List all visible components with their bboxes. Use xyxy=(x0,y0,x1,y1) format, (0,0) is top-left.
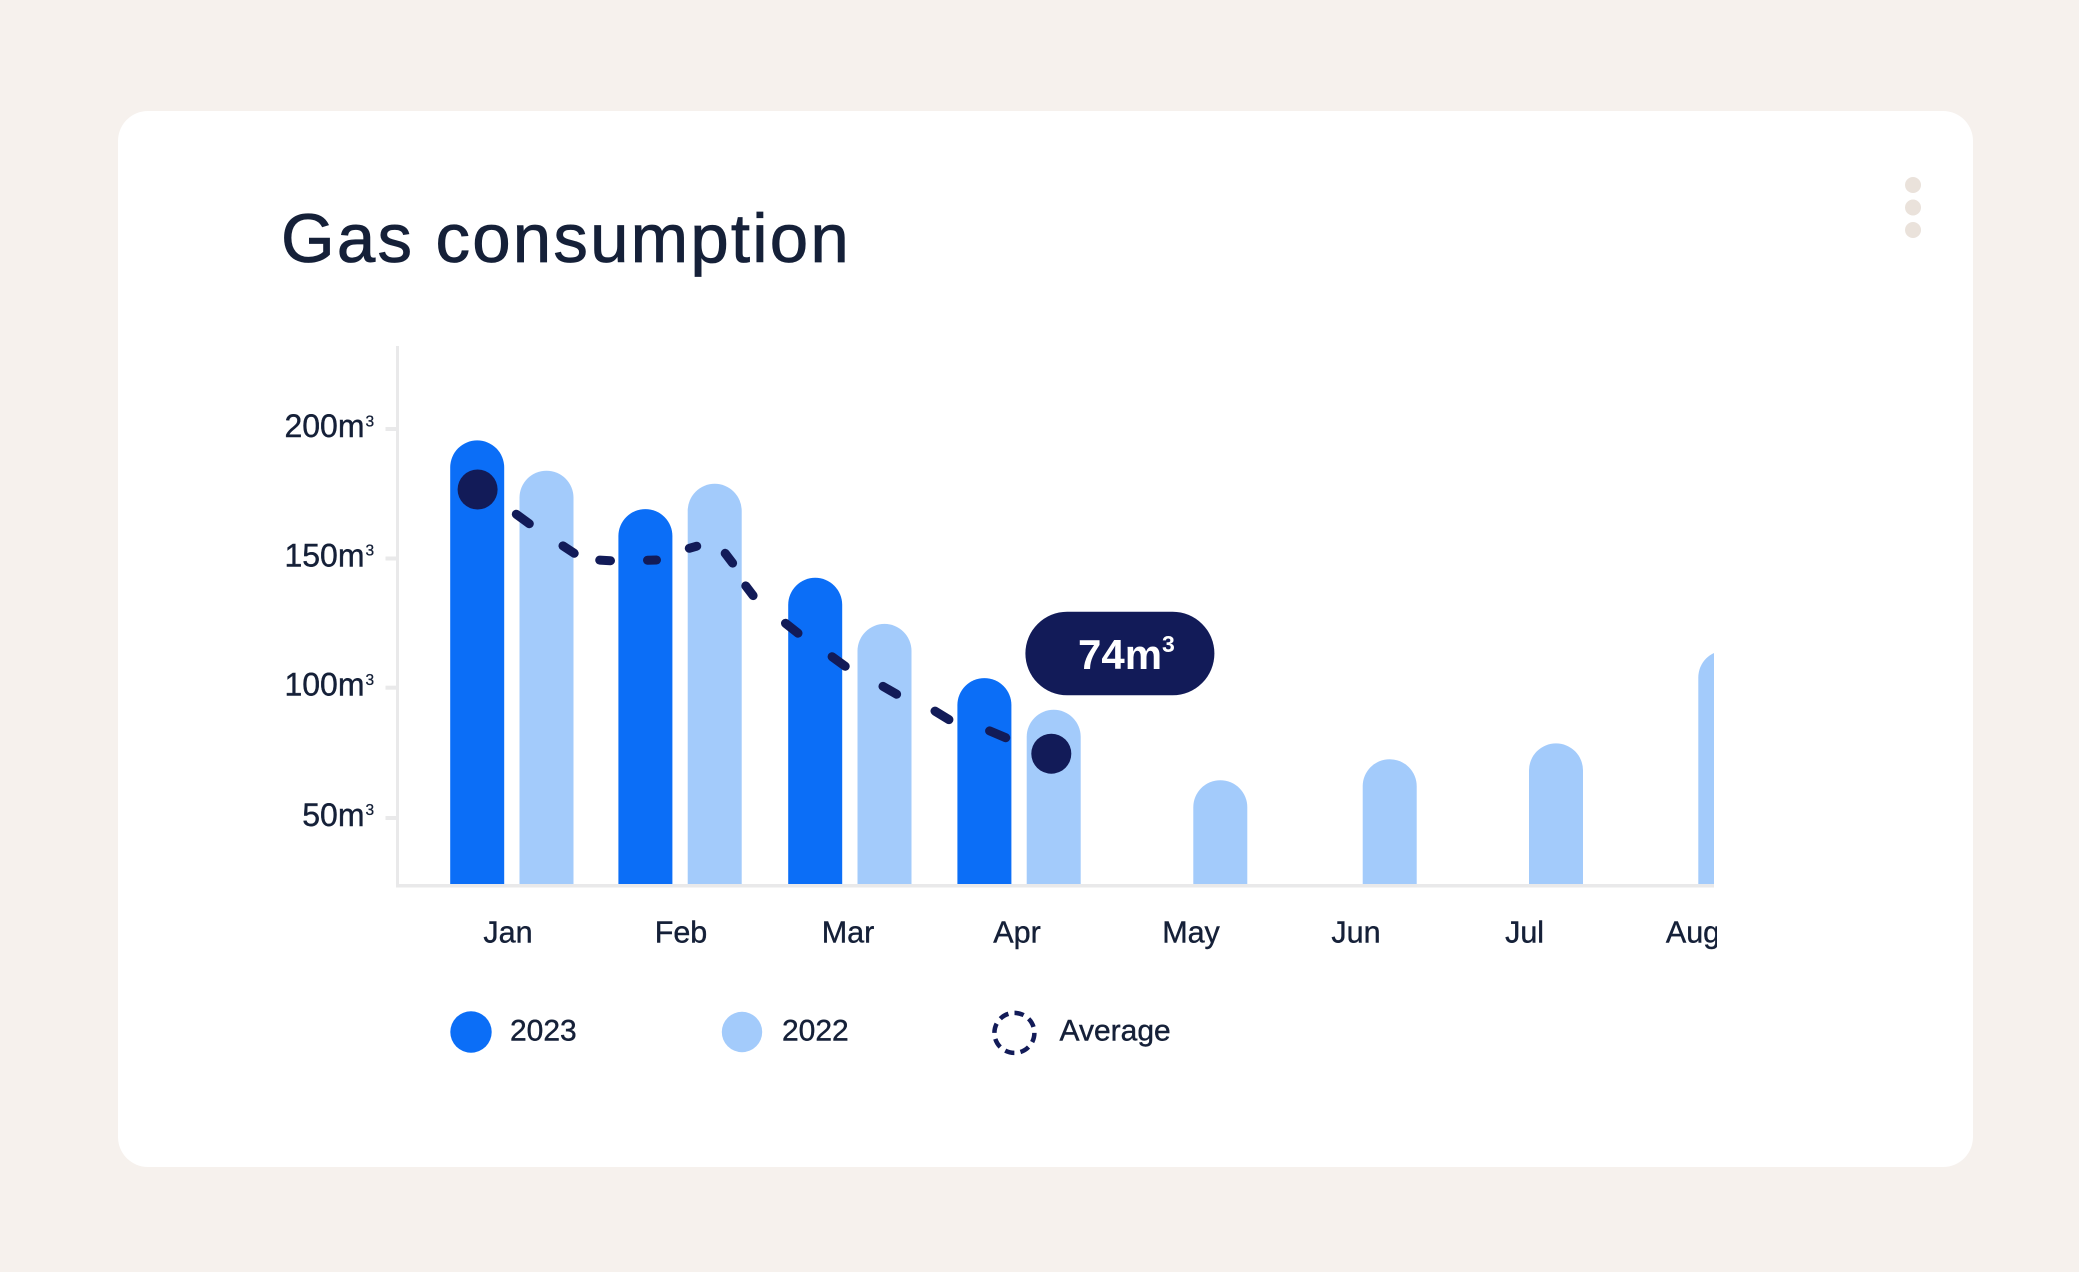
svg-text:3: 3 xyxy=(1162,631,1175,657)
svg-text:Jul: Jul xyxy=(1505,915,1544,949)
svg-text:Apr: Apr xyxy=(993,915,1040,949)
svg-text:Average: Average xyxy=(1060,1014,1171,1047)
svg-text:100m: 100m xyxy=(284,667,364,703)
svg-text:Jun: Jun xyxy=(1331,915,1380,949)
svg-text:May: May xyxy=(1162,915,1220,949)
svg-text:Feb: Feb xyxy=(655,915,708,949)
svg-text:Mar: Mar xyxy=(822,915,875,949)
svg-text:3: 3 xyxy=(366,413,375,430)
svg-text:Aug: Aug xyxy=(1666,915,1720,949)
svg-text:2022: 2022 xyxy=(782,1014,849,1047)
svg-text:74m: 74m xyxy=(1078,631,1162,678)
svg-text:3: 3 xyxy=(366,802,375,819)
svg-text:Jan: Jan xyxy=(483,915,532,949)
svg-text:3: 3 xyxy=(366,672,375,689)
svg-text:50m: 50m xyxy=(302,797,364,833)
svg-text:3: 3 xyxy=(366,543,375,560)
svg-text:2023: 2023 xyxy=(510,1014,577,1047)
svg-text:150m: 150m xyxy=(284,537,364,573)
svg-text:200m: 200m xyxy=(284,408,364,444)
svg-text:Gas consumption: Gas consumption xyxy=(281,200,851,277)
